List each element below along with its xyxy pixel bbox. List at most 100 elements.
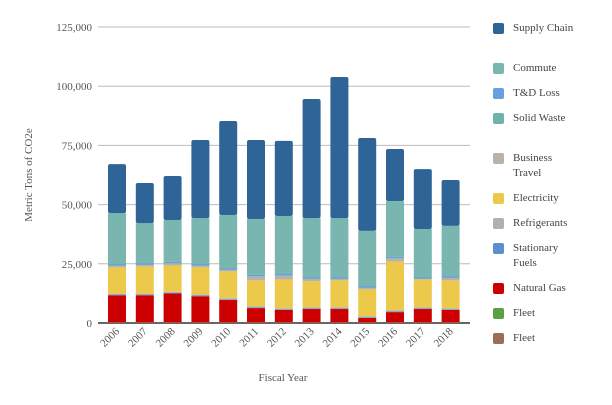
bar-segment-stationary-fuels [413,308,432,310]
legend-item[interactable]: T&D Loss [493,86,560,101]
bar-segment-natural-gas [191,296,210,323]
bar-segment-business-travel [163,263,182,266]
bar-segment-t-d-loss [163,261,182,264]
legend-swatch [493,308,504,319]
bar-segment-supply-chain [163,175,182,220]
bar-segment-fleet [247,322,265,323]
bar-segment-refrigerants [386,310,404,312]
bar-segment-t-d-loss [302,277,321,279]
bar-segment-natural-gas [358,318,377,323]
legend-item[interactable]: Solid Waste [493,111,577,126]
bar-segment-fleet [330,322,349,323]
bar-segment-fleet [441,322,460,323]
x-tick-label: 2007 [126,325,150,349]
bar-segment-refrigerants [413,307,432,309]
bar-segment-business-travel [358,287,377,290]
bar-segment-stationary-fuels [191,295,210,297]
x-tick-label: 2010 [209,325,233,349]
bar-segment-t-d-loss [274,273,293,276]
bar-segment-commute [163,219,182,262]
bar-segment-t-d-loss [441,276,460,278]
y-axis-label: Metric Tons of CO2e [23,128,35,222]
legend-label: Refrigerants [513,217,568,229]
bar-segment-fleet [386,322,404,323]
x-tick-label: 2017 [404,325,428,349]
bar-segment-natural-gas [219,300,238,323]
bar-segment-refrigerants [274,308,293,310]
bar-segment-refrigerants [330,307,349,309]
bar-segment-business-travel [302,278,321,282]
legend-swatch [493,63,504,74]
bar-segment-electricity [413,279,432,308]
bar-segment-fleet [163,322,182,323]
bar-segment-stationary-fuels [247,307,265,309]
legend-swatch [493,153,504,164]
y-tick-label: 50,000 [62,200,93,212]
legend-item[interactable]: Natural Gas [493,281,577,296]
y-tick-label: 100,000 [56,81,92,93]
bar-segment-fleet [302,322,321,323]
bar-segment-refrigerants [163,291,182,293]
legend-item[interactable]: Business Travel [493,151,577,181]
bar-segment-electricity [191,267,210,295]
legend-label: Electricity [513,192,559,204]
bar-segment-electricity [302,281,321,308]
legend-item[interactable]: Electricity [493,191,577,206]
bar-segment-natural-gas [386,312,404,323]
bar-segment-natural-gas [413,309,432,323]
legend-swatch [493,333,504,344]
bar-segment-electricity [247,280,265,307]
bar-segment-electricity [386,261,404,311]
x-tick-label: 2012 [265,326,289,350]
y-tick-label: 0 [87,318,93,330]
bar-segment-stationary-fuels [330,308,349,310]
legend-item[interactable]: Supply Chain [493,21,577,36]
bar-segment-electricity [441,280,460,309]
bar-segment-commute [274,215,293,274]
bar-segment-stationary-fuels [386,311,404,313]
bar-segment-stationary-fuels [135,294,154,296]
bar-segment-supply-chain [441,179,460,226]
bar-segment-stationary-fuels [441,309,460,310]
y-tick-label: 75,000 [62,140,93,152]
bar-segment-fleet [413,322,432,323]
bar-segment-fleet [274,322,293,323]
legend-label: Solid Waste [513,112,566,124]
bar-segment-natural-gas [330,309,349,323]
legend-item[interactable]: Stationary Fuels [493,241,577,271]
bar-segment-refrigerants [302,307,321,309]
bar-segment-business-travel [330,278,349,281]
x-tick-label: 2009 [181,325,205,349]
legend-label: T&D Loss [513,87,560,99]
bar-segment-commute [191,218,210,265]
legend-item[interactable]: Commute [493,61,556,76]
bar-segment-refrigerants [441,308,460,310]
bar-segment-t-d-loss [135,263,154,265]
bar-segment-business-travel [247,276,265,281]
bar-segment-natural-gas [163,293,182,323]
legend-item[interactable]: Fleet [493,306,535,321]
bar-segment-supply-chain [274,140,293,216]
bar-segment-natural-gas [247,308,265,323]
bar-segment-t-d-loss [358,286,377,288]
bar-segment-stationary-fuels [358,317,377,319]
y-tick-label: 25,000 [62,259,93,271]
bar-segment-t-d-loss [413,277,432,279]
y-tick-label: 125,000 [56,22,92,34]
bar-segment-refrigerants [358,316,377,318]
bar-segment-business-travel [191,265,210,268]
bar-segment-t-d-loss [247,274,265,277]
legend-swatch [493,243,504,254]
bar-segment-fleet [108,322,126,323]
legend-label: Natural Gas [513,282,566,294]
bar-segment-refrigerants [219,298,238,300]
legend-item[interactable]: Refrigerants [493,216,577,231]
bar-segment-t-d-loss [386,256,404,259]
bar-segment-commute [330,218,349,278]
bar-segment-supply-chain [358,138,377,231]
bar-segment-fleet [191,322,210,323]
bar-segment-supply-chain [302,98,321,219]
legend-item[interactable]: Fleet [493,331,535,346]
